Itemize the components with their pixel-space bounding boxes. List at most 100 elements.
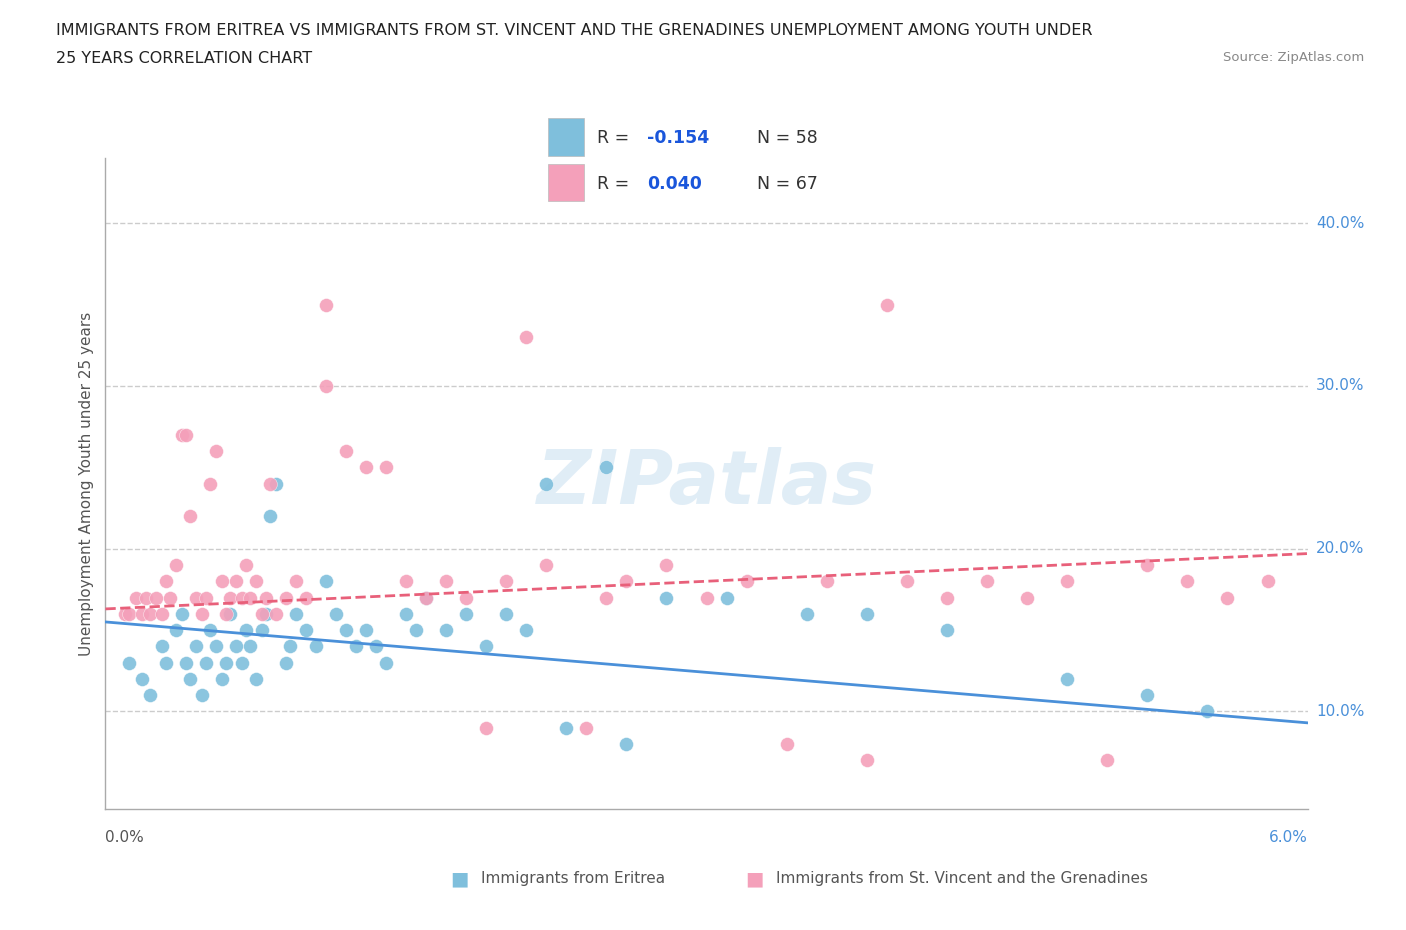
Point [374, 655, 396, 670]
Point [231, 655, 253, 670]
Point [131, 671, 153, 686]
Point [1175, 574, 1198, 589]
Point [595, 590, 617, 604]
Text: N = 58: N = 58 [745, 129, 817, 147]
Point [315, 379, 337, 393]
Point [118, 655, 141, 670]
Point [204, 639, 226, 654]
Point [274, 590, 297, 604]
Text: 30.0%: 30.0% [1316, 379, 1364, 393]
Point [315, 574, 337, 589]
Point [184, 590, 207, 604]
Point [1056, 671, 1078, 686]
Text: N = 67: N = 67 [745, 175, 817, 193]
Point [936, 623, 959, 638]
Point [218, 590, 240, 604]
Point [204, 444, 226, 458]
Point [1256, 574, 1278, 589]
Point [1097, 753, 1119, 768]
Point [325, 606, 347, 621]
Point [335, 444, 357, 458]
Text: R =: R = [598, 129, 634, 147]
Point [250, 606, 273, 621]
Point [194, 655, 217, 670]
Point [174, 428, 197, 443]
Point [165, 558, 187, 573]
Text: 10.0%: 10.0% [1316, 704, 1364, 719]
Point [274, 655, 297, 670]
Point [876, 298, 898, 312]
Text: 0.040: 0.040 [647, 175, 702, 193]
Point [595, 460, 617, 474]
Point [225, 574, 247, 589]
Point [184, 639, 207, 654]
Point [284, 574, 307, 589]
Point [735, 574, 758, 589]
Point [259, 476, 281, 491]
Point [170, 428, 193, 443]
Point [218, 606, 240, 621]
Point [454, 606, 477, 621]
Point [695, 590, 717, 604]
Point [278, 639, 301, 654]
Point [534, 476, 557, 491]
Point [415, 590, 437, 604]
Point [214, 606, 236, 621]
Point [1056, 574, 1078, 589]
Point [976, 574, 998, 589]
Point [235, 558, 257, 573]
Text: IMMIGRANTS FROM ERITREA VS IMMIGRANTS FROM ST. VINCENT AND THE GRENADINES UNEMPL: IMMIGRANTS FROM ERITREA VS IMMIGRANTS FR… [56, 23, 1092, 38]
Point [434, 623, 457, 638]
Point [138, 688, 160, 703]
Point [614, 574, 637, 589]
Text: -0.154: -0.154 [647, 129, 709, 147]
Point [259, 509, 281, 524]
Point [155, 574, 177, 589]
Point [936, 590, 959, 604]
Text: ■: ■ [450, 870, 468, 888]
Point [254, 590, 277, 604]
Point [254, 606, 277, 621]
Text: Source: ZipAtlas.com: Source: ZipAtlas.com [1223, 51, 1364, 64]
Point [374, 460, 396, 474]
Point [855, 753, 877, 768]
Point [264, 606, 287, 621]
Point [179, 509, 201, 524]
Point [354, 623, 377, 638]
Point [815, 574, 838, 589]
Text: 6.0%: 6.0% [1268, 830, 1308, 844]
Point [454, 590, 477, 604]
Point [194, 590, 217, 604]
Point [655, 558, 678, 573]
Point [405, 623, 427, 638]
Point [515, 330, 537, 345]
Point [150, 639, 173, 654]
Point [155, 655, 177, 670]
Point [335, 623, 357, 638]
Point [614, 737, 637, 751]
Point [145, 590, 167, 604]
Point [294, 623, 316, 638]
Text: 25 YEARS CORRELATION CHART: 25 YEARS CORRELATION CHART [56, 51, 312, 66]
Point [214, 655, 236, 670]
Point [1136, 558, 1159, 573]
Bar [548, 118, 585, 155]
Point [118, 606, 141, 621]
Point [395, 574, 418, 589]
Point [1197, 704, 1219, 719]
Point [211, 574, 233, 589]
Point [796, 606, 818, 621]
Point [1136, 688, 1159, 703]
Point [495, 606, 517, 621]
Point [235, 623, 257, 638]
Point [716, 590, 738, 604]
Point [475, 639, 498, 654]
Text: Immigrants from St. Vincent and the Grenadines: Immigrants from St. Vincent and the Gren… [776, 871, 1149, 886]
Point [211, 671, 233, 686]
Text: 20.0%: 20.0% [1316, 541, 1364, 556]
Text: 40.0%: 40.0% [1316, 216, 1364, 231]
Text: ■: ■ [745, 870, 763, 888]
Point [515, 623, 537, 638]
Point [555, 720, 578, 735]
Text: ZIPatlas: ZIPatlas [537, 447, 876, 520]
